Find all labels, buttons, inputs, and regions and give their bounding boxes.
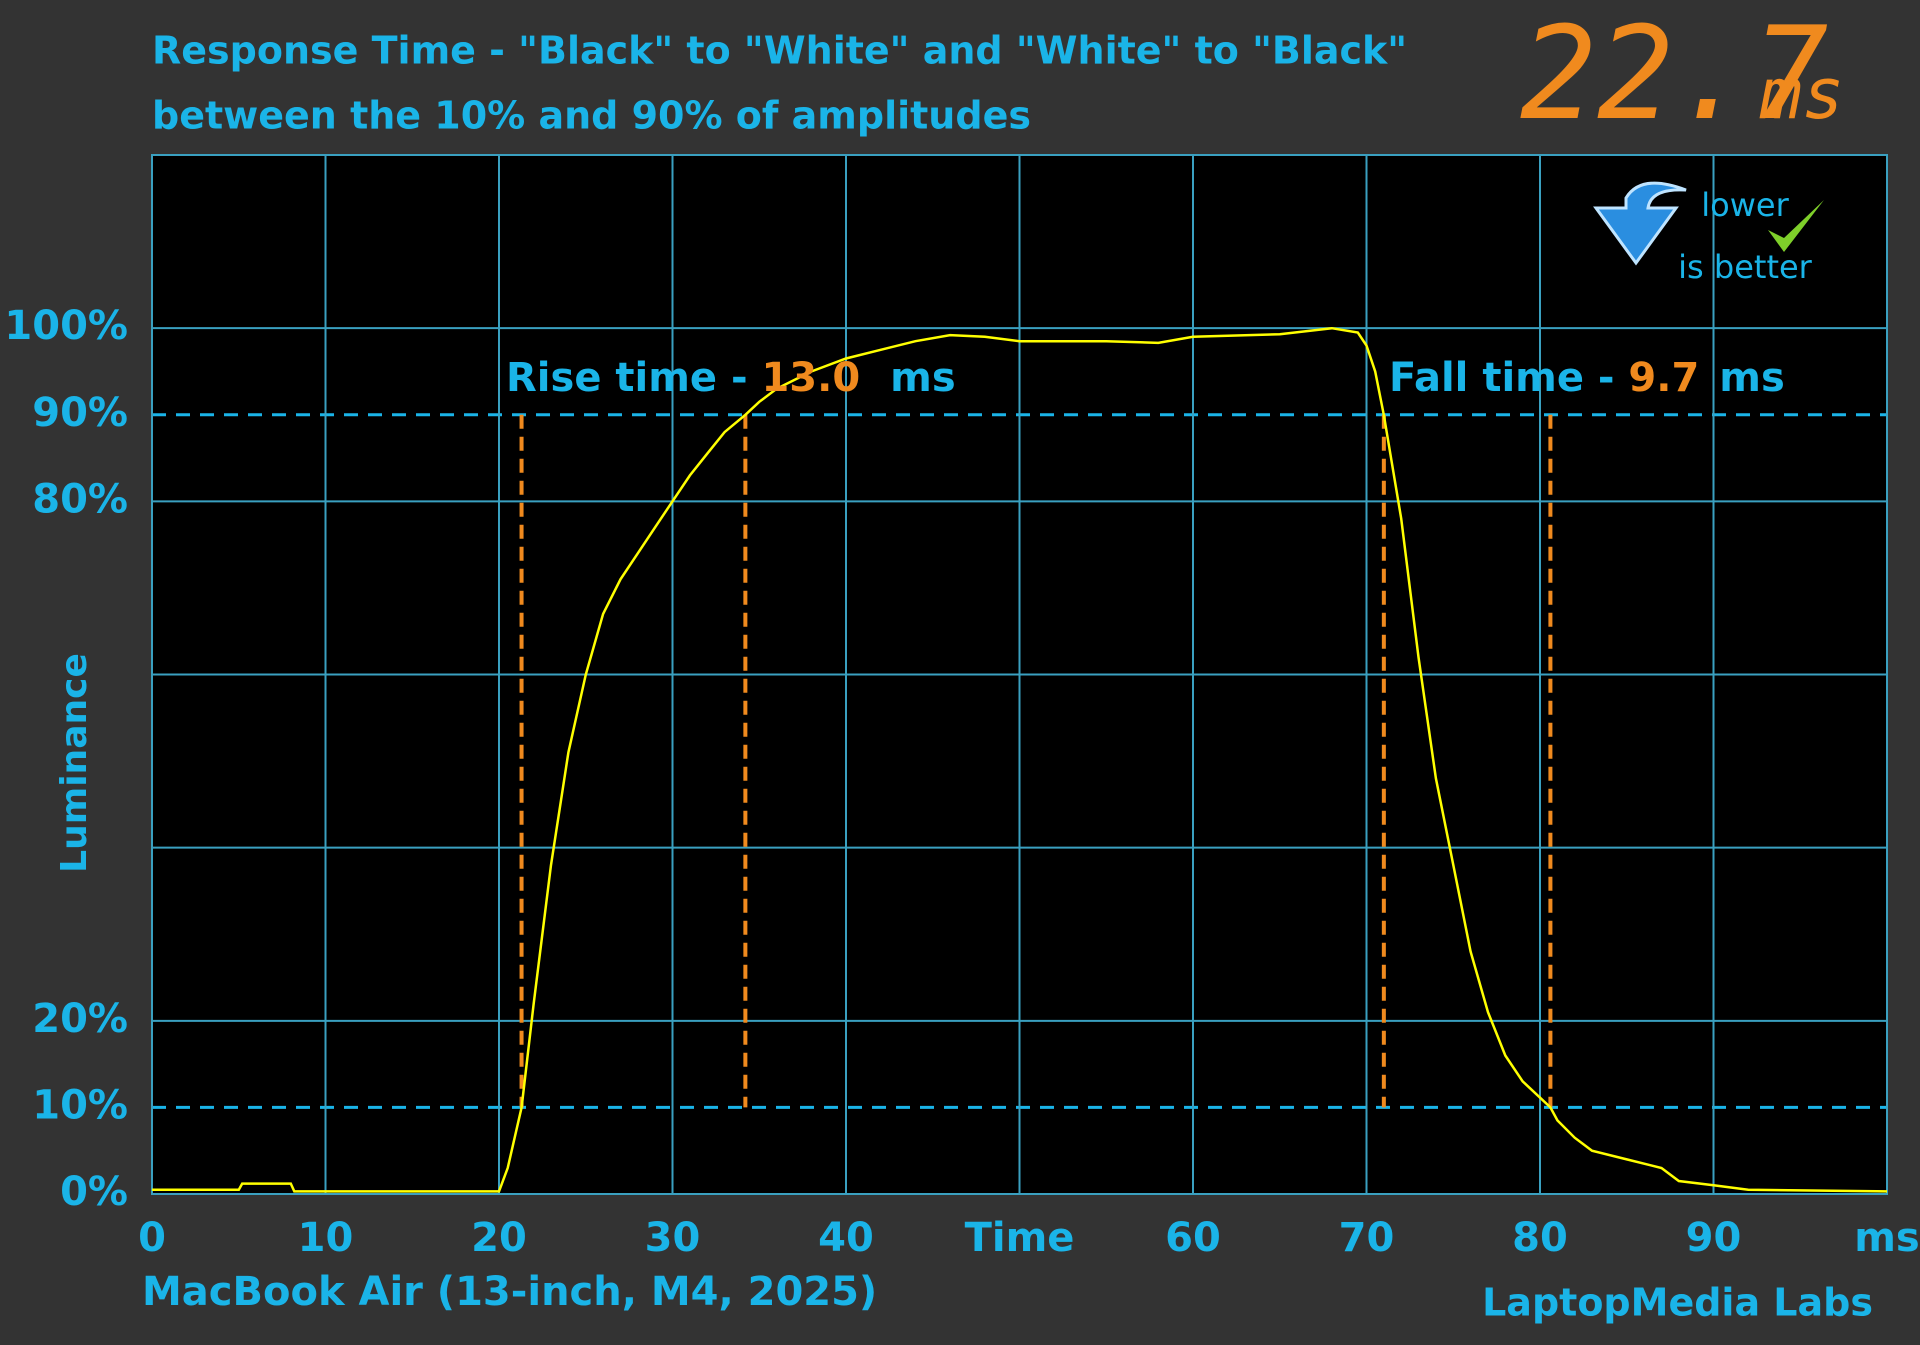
- x-tick-label: 20: [471, 1215, 527, 1261]
- x-tick-label: 60: [1165, 1215, 1221, 1261]
- rise-unit: ms: [890, 355, 956, 401]
- x-tick-label: 90: [1686, 1215, 1742, 1261]
- headline-unit: ms: [1759, 53, 1844, 135]
- fall-value: 9.7: [1628, 355, 1699, 401]
- x-tick-label: Time: [965, 1215, 1075, 1261]
- fall-unit: ms: [1719, 355, 1785, 401]
- y-axis-label: Luminance: [54, 653, 95, 873]
- y-tick-label: 10%: [32, 1082, 128, 1128]
- series-line: [152, 326, 1888, 1193]
- x-tick-label: ms: [1854, 1215, 1920, 1261]
- x-tick-label: 30: [645, 1215, 701, 1261]
- y-tick-label: 80%: [32, 476, 128, 522]
- fall-label: Fall time -: [1389, 355, 1628, 401]
- badge: lower is better: [1593, 181, 1824, 286]
- y-tick-label: 0%: [60, 1169, 128, 1215]
- rise-value: 13.0: [761, 355, 860, 401]
- x-tick-label: 40: [818, 1215, 874, 1261]
- badge-line: is better: [1678, 248, 1813, 286]
- x-tick-label: 80: [1512, 1215, 1568, 1261]
- fall-annotation: Fall time - 9.7 ms: [1389, 355, 1785, 401]
- x-tick-label: 10: [298, 1215, 354, 1261]
- x-tick-label: 70: [1339, 1215, 1395, 1261]
- chart-subtitle: between the 10% and 90% of amplitudes: [152, 94, 1031, 138]
- badge-arrow: [1593, 181, 1687, 266]
- y-tick-label: 90%: [32, 390, 128, 436]
- badge-line: lower: [1701, 186, 1789, 224]
- chart-title: Response Time - "Black" to "White" and "…: [152, 29, 1407, 73]
- device-label: MacBook Air (13-inch, M4, 2025): [142, 1269, 877, 1315]
- headline-value: 22.7: [1520, 0, 1828, 149]
- y-tick-label: 100%: [4, 303, 128, 349]
- rise-label: Rise time -: [506, 355, 761, 401]
- plot-layer: [151, 154, 1888, 1195]
- y-tick-label: 20%: [32, 996, 128, 1042]
- credit: LaptopMedia Labs: [1482, 1281, 1873, 1325]
- x-tick-label: 0: [138, 1215, 166, 1261]
- rise-annotation: Rise time - 13.0 ms: [506, 355, 956, 401]
- badge-check: [1768, 200, 1824, 252]
